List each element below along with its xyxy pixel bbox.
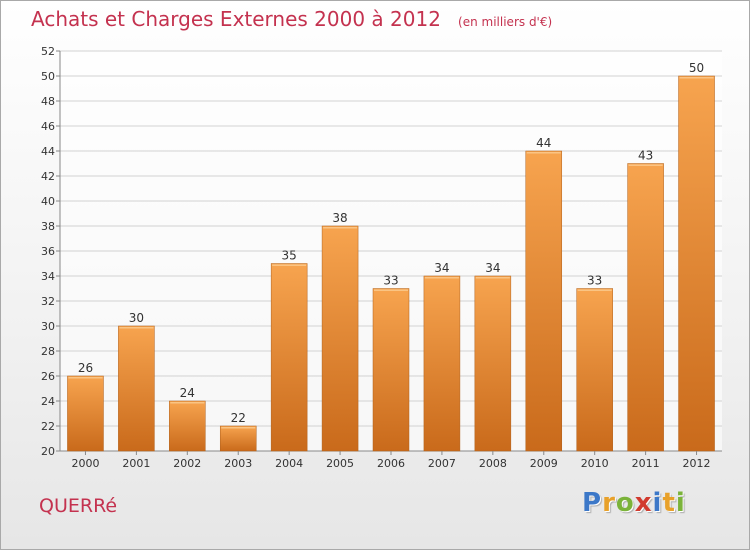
y-tick-label: 20 xyxy=(41,445,55,458)
bar xyxy=(627,163,664,452)
y-tick-label: 36 xyxy=(41,245,55,258)
data-label: 34 xyxy=(434,261,449,275)
bar-highlight xyxy=(679,77,714,79)
chart-subtitle: (en milliers d'€) xyxy=(458,15,553,29)
bar-highlight xyxy=(170,402,205,404)
data-label: 33 xyxy=(587,274,602,288)
logo-letter: i xyxy=(652,488,663,518)
x-tick-label: 2006 xyxy=(377,457,405,470)
data-label: 33 xyxy=(383,274,398,288)
y-tick-label: 38 xyxy=(41,220,55,233)
bar-highlight xyxy=(526,152,561,154)
bar xyxy=(423,275,461,452)
logo-letter: P xyxy=(582,488,603,518)
bar-highlight xyxy=(577,289,612,291)
bar-highlight xyxy=(424,277,459,279)
bar xyxy=(169,400,206,452)
x-tick-label: 2003 xyxy=(224,457,252,470)
y-tick-label: 26 xyxy=(41,370,55,383)
x-tick-label: 2007 xyxy=(428,457,456,470)
y-tick-label: 52 xyxy=(41,45,55,58)
bar-highlight xyxy=(272,264,307,266)
bar-highlight xyxy=(628,164,663,166)
x-tick-label: 2004 xyxy=(275,457,303,470)
x-tick-label: 2005 xyxy=(326,457,354,470)
y-tick-label: 34 xyxy=(41,270,55,283)
data-label: 38 xyxy=(332,211,347,225)
bar-highlight xyxy=(374,289,408,291)
x-tick-label: 2010 xyxy=(581,457,609,470)
logo-letter: o xyxy=(615,488,635,518)
y-tick-label: 42 xyxy=(41,170,55,183)
bar-highlight xyxy=(221,427,256,429)
bar xyxy=(525,150,563,452)
x-tick-label: 2002 xyxy=(173,457,201,470)
data-label: 34 xyxy=(485,261,500,275)
y-tick-label: 44 xyxy=(41,145,55,158)
bar-highlight xyxy=(323,227,358,229)
bar-highlight xyxy=(68,377,103,379)
y-tick-label: 40 xyxy=(41,195,55,208)
x-tick-label: 2012 xyxy=(683,457,711,470)
y-tick-label: 48 xyxy=(41,95,55,108)
data-label: 44 xyxy=(536,136,551,150)
data-label: 22 xyxy=(231,411,246,425)
bar xyxy=(372,288,410,452)
logo-letter: r xyxy=(602,488,616,518)
x-tick-label: 2001 xyxy=(122,457,150,470)
title-row: Achats et Charges Externes 2000 à 2012 (… xyxy=(31,7,552,31)
x-tick-label: 2008 xyxy=(479,457,507,470)
bar xyxy=(474,275,512,452)
data-label: 30 xyxy=(129,311,144,325)
logo-letter: x xyxy=(634,488,653,518)
bar xyxy=(678,75,715,452)
logo-letter: t xyxy=(662,488,676,518)
data-label: 24 xyxy=(180,386,195,400)
y-tick-label: 28 xyxy=(41,345,55,358)
y-tick-label: 24 xyxy=(41,395,55,408)
data-label: 35 xyxy=(282,249,297,263)
bar xyxy=(219,425,257,452)
x-tick-label: 2011 xyxy=(632,457,660,470)
proxiti-logo: Proxiti xyxy=(582,488,686,518)
x-tick-label: 2000 xyxy=(71,457,99,470)
data-label: 26 xyxy=(78,361,93,375)
bar xyxy=(67,375,104,452)
bar xyxy=(321,225,359,452)
commune-name: QUERRé xyxy=(39,495,118,517)
bar xyxy=(118,325,155,452)
bar xyxy=(576,288,613,452)
y-tick-label: 46 xyxy=(41,120,55,133)
data-label: 50 xyxy=(689,61,704,75)
y-tick-label: 50 xyxy=(41,70,55,83)
logo-letter: i xyxy=(675,488,686,518)
x-tick-label: 2009 xyxy=(530,457,558,470)
y-tick-label: 32 xyxy=(41,295,55,308)
y-tick-label: 30 xyxy=(41,320,55,333)
data-label: 43 xyxy=(638,149,653,163)
chart-title: Achats et Charges Externes 2000 à 2012 xyxy=(31,7,441,31)
bar-highlight xyxy=(475,277,510,279)
bar xyxy=(270,263,308,452)
bar-highlight xyxy=(119,327,154,329)
y-tick-label: 22 xyxy=(41,420,55,433)
